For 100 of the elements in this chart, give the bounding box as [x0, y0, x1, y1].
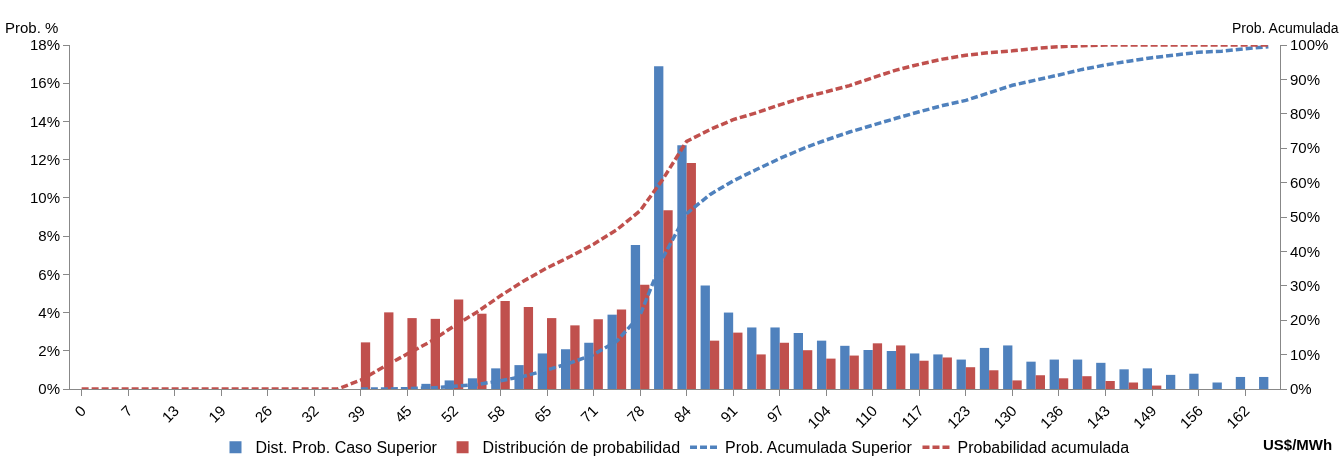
x-tick-label: 117: [897, 401, 927, 431]
bar: [1026, 361, 1036, 389]
bar: [733, 332, 743, 389]
bar: [1012, 380, 1022, 389]
legend-label: Distribución de probabilidad: [482, 439, 681, 457]
legend-label: Dist. Prob. Caso Superior: [255, 439, 438, 457]
y-axis-title: Prob. %: [5, 19, 59, 36]
bar: [723, 312, 734, 389]
y-tick-label: 16%: [29, 74, 60, 92]
bar: [570, 325, 580, 389]
x-tick-label: 13: [158, 401, 183, 426]
bar: [1082, 376, 1092, 389]
bar: [1049, 359, 1059, 389]
y-tick-label: 4%: [38, 303, 60, 321]
bar: [826, 358, 836, 389]
x-tick-label: 136: [1036, 401, 1067, 432]
bar: [709, 340, 720, 389]
bar: [1105, 380, 1115, 389]
bar: [770, 327, 780, 389]
x-tick-label: 0: [71, 401, 90, 420]
bar: [1235, 376, 1246, 389]
y2-tick-label: 70%: [1290, 139, 1321, 157]
bar: [965, 367, 976, 389]
y-tick-label: 18%: [29, 36, 60, 54]
bar: [593, 319, 603, 389]
bar: [793, 333, 803, 389]
x-tick-label: 52: [437, 401, 462, 426]
x-tick-label: 7: [117, 401, 136, 420]
y2-tick-label: 60%: [1290, 173, 1321, 191]
x-tick-label: 58: [484, 401, 508, 426]
x-tick-label: 19: [204, 401, 229, 426]
y2-tick-label: 100%: [1290, 36, 1329, 54]
legend-label: Probabilidad acumulada: [957, 439, 1130, 457]
bar: [686, 162, 696, 389]
x-tick-label: 130: [990, 401, 1020, 432]
y-tick-label: 12%: [29, 150, 60, 168]
x-tick-label: 97: [763, 401, 788, 426]
x-tick-label: 143: [1083, 401, 1113, 432]
bar: [816, 340, 827, 389]
x-tick-label: 156: [1176, 401, 1206, 432]
bar: [1003, 345, 1013, 389]
line-series: [79, 45, 1271, 389]
bar: [919, 360, 929, 389]
x-tick-label: 162: [1222, 401, 1253, 432]
bar: [663, 210, 673, 389]
bar: [863, 350, 873, 389]
bar: [547, 318, 557, 389]
bar: [1072, 359, 1083, 389]
bar: [933, 354, 943, 389]
y2-tick-label: 50%: [1290, 208, 1321, 226]
y2-axis-title: Prob. Acumulada: [1232, 20, 1339, 36]
x-tick-label: 65: [530, 401, 555, 426]
y2-tick-label: 20%: [1290, 311, 1321, 329]
x-tick-label: 123: [943, 401, 974, 432]
x-tick-label: 32: [297, 401, 322, 426]
bar: [1142, 368, 1153, 389]
bar: [756, 354, 766, 389]
y2-tick-label: 10%: [1290, 345, 1321, 363]
x-axis-title: US$/MWh: [1263, 436, 1333, 453]
bar: [942, 357, 952, 389]
bar: [779, 342, 790, 389]
bar: [802, 350, 813, 389]
bar: [1259, 376, 1269, 389]
y-tick-label: 6%: [38, 265, 60, 283]
bar: [956, 359, 966, 389]
y-tick-label: 14%: [29, 112, 60, 130]
y-tick-label: 10%: [29, 189, 60, 207]
bar: [1035, 375, 1045, 389]
y2-tick-label: 90%: [1290, 70, 1321, 88]
bar: [910, 353, 920, 389]
x-tick-label: 84: [670, 401, 695, 426]
x-tick-label: 149: [1129, 401, 1160, 432]
bar: [500, 300, 510, 389]
bar: [700, 285, 710, 389]
bar: [523, 307, 534, 389]
bar: [640, 284, 650, 389]
bar: [840, 345, 850, 389]
bar: [872, 343, 883, 389]
y-tick-label: 8%: [38, 227, 60, 245]
bar: [1189, 373, 1199, 389]
x-tick-label: 71: [577, 401, 601, 426]
legend-label: Prob. Acumulada Superior: [725, 439, 913, 457]
x-tick-label: 110: [851, 401, 881, 431]
line-series: [359, 45, 1271, 389]
x-tick-label: 45: [391, 401, 415, 426]
x-tick-label: 78: [623, 401, 648, 426]
x-tick-label: 39: [344, 401, 369, 426]
bar: [1165, 374, 1176, 389]
bar: [747, 327, 757, 389]
x-tick-label: 91: [716, 401, 741, 426]
bar: [1058, 378, 1069, 389]
bar: [896, 345, 906, 389]
bar: [1096, 362, 1106, 389]
y-tick-label: 0%: [38, 380, 60, 398]
y2-tick-label: 80%: [1290, 105, 1321, 123]
x-tick-label: 26: [251, 401, 276, 426]
y2-tick-label: 40%: [1290, 242, 1321, 260]
bar: [616, 309, 627, 389]
y-tick-label: 2%: [38, 342, 60, 360]
bar: [989, 370, 999, 389]
